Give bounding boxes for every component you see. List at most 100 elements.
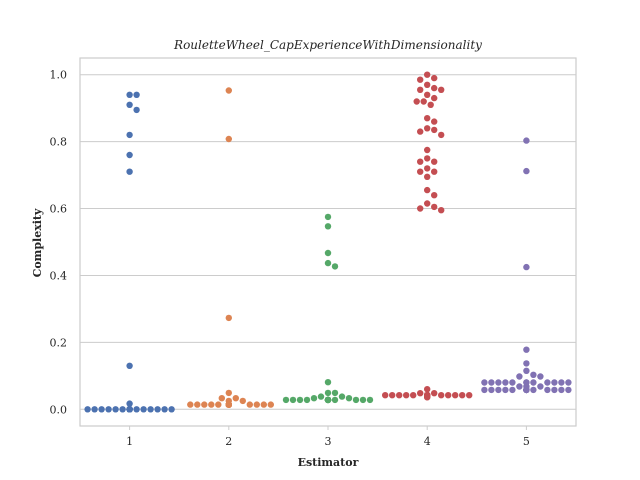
data-point-estimator-4 (417, 86, 424, 94)
data-point-estimator-3 (345, 395, 353, 402)
data-point-estimator-4 (459, 392, 466, 399)
data-point-estimator-5 (502, 379, 509, 386)
data-point-estimator-5 (523, 167, 530, 175)
data-point-estimator-4 (466, 392, 473, 399)
y-axis-label: Complexity (31, 208, 44, 277)
data-point-estimator-1 (112, 406, 119, 413)
data-point-estimator-1 (140, 406, 147, 413)
data-point-estimator-4 (431, 74, 438, 82)
data-point-estimator-5 (537, 373, 544, 380)
data-point-estimator-4 (431, 192, 438, 199)
data-point-estimator-5 (481, 386, 488, 394)
data-point-estimator-5 (565, 379, 572, 386)
data-point-estimator-5 (509, 379, 516, 386)
y-tick-label: 1.0 (50, 69, 68, 82)
data-point-estimator-5 (558, 379, 565, 386)
data-point-estimator-5 (502, 386, 509, 394)
data-point-estimator-1 (126, 168, 133, 175)
data-point-estimator-4 (417, 205, 424, 212)
data-point-estimator-4 (420, 98, 427, 105)
data-point-estimator-1 (126, 91, 133, 99)
data-point-estimator-2 (215, 401, 222, 408)
data-point-estimator-1 (119, 406, 126, 413)
data-point-estimator-1 (84, 406, 91, 413)
data-point-estimator-5 (523, 360, 530, 367)
data-point-estimator-2 (239, 397, 246, 405)
data-point-estimator-5 (523, 346, 530, 353)
data-point-estimator-4 (424, 155, 431, 162)
data-point-estimator-4 (424, 125, 431, 132)
data-point-estimator-4 (431, 118, 438, 125)
data-point-estimator-5 (523, 137, 530, 144)
data-point-estimator-4 (424, 394, 431, 401)
data-point-estimator-2 (225, 135, 232, 143)
y-tick-label: 0.8 (50, 136, 68, 149)
data-point-estimator-4 (417, 128, 424, 135)
chart-title: RouletteWheel_CapExperienceWithDimension… (173, 38, 482, 52)
data-point-estimator-2 (225, 87, 232, 94)
data-point-estimator-1 (168, 406, 175, 413)
data-point-estimator-2 (260, 401, 267, 408)
x-tick-label: 2 (225, 435, 232, 448)
x-tick-label: 4 (424, 435, 431, 448)
data-point-estimator-5 (516, 373, 523, 380)
data-point-estimator-2 (253, 401, 260, 408)
data-point-estimator-1 (133, 91, 140, 99)
data-point-estimator-4 (427, 101, 434, 109)
data-point-estimator-2 (225, 401, 232, 408)
data-point-estimator-4 (438, 207, 445, 214)
data-point-estimator-1 (133, 106, 140, 114)
data-point-estimator-5 (565, 386, 572, 394)
data-point-estimator-5 (544, 379, 551, 386)
data-point-estimator-3 (331, 263, 339, 270)
data-point-estimator-2 (232, 395, 239, 402)
data-point-estimator-3 (324, 396, 332, 404)
data-point-estimator-3 (331, 389, 339, 397)
y-tick-label: 0.6 (50, 203, 68, 216)
data-point-estimator-1 (105, 406, 112, 413)
data-point-estimator-5 (537, 383, 544, 390)
data-point-estimator-1 (133, 406, 140, 413)
data-point-estimator-1 (126, 131, 133, 139)
data-point-estimator-5 (516, 383, 523, 390)
data-point-estimator-3 (324, 389, 332, 397)
data-point-estimator-2 (194, 401, 201, 408)
data-point-estimator-3 (317, 393, 325, 400)
data-point-estimator-5 (530, 371, 537, 378)
data-point-estimator-3 (366, 396, 374, 404)
data-point-estimator-1 (126, 101, 133, 109)
axis-ticks: 0.0 0.2 0.4 0.6 0.8 1.0 1 2 3 4 5 (50, 69, 530, 448)
data-points (84, 71, 572, 413)
data-point-estimator-4 (431, 84, 438, 92)
data-point-estimator-3 (359, 396, 367, 404)
data-point-estimator-3 (296, 396, 304, 404)
x-tick-label: 3 (325, 435, 332, 448)
y-tick-label: 0.2 (50, 336, 68, 349)
data-point-estimator-3 (352, 396, 360, 404)
data-point-estimator-4 (445, 392, 452, 399)
data-point-estimator-1 (126, 400, 133, 407)
data-point-estimator-2 (208, 401, 215, 408)
x-tick-label: 1 (126, 435, 133, 448)
data-point-estimator-4 (417, 158, 424, 165)
data-point-estimator-4 (424, 186, 431, 194)
data-point-estimator-4 (424, 386, 431, 393)
data-point-estimator-4 (417, 76, 424, 83)
data-point-estimator-5 (551, 386, 558, 394)
data-point-estimator-4 (431, 126, 438, 134)
data-point-estimator-4 (403, 392, 410, 399)
data-point-estimator-4 (424, 173, 431, 180)
data-point-estimator-4 (424, 71, 431, 78)
data-point-estimator-1 (126, 362, 133, 369)
data-point-estimator-5 (495, 386, 502, 394)
data-point-estimator-3 (310, 395, 318, 402)
data-point-estimator-3 (338, 393, 346, 400)
data-point-estimator-4 (431, 94, 438, 102)
data-point-estimator-5 (544, 386, 551, 394)
data-point-estimator-3 (282, 396, 290, 404)
data-point-estimator-2 (225, 314, 232, 322)
data-point-estimator-3 (324, 213, 332, 221)
data-point-estimator-5 (523, 263, 530, 271)
data-point-estimator-5 (488, 379, 495, 386)
